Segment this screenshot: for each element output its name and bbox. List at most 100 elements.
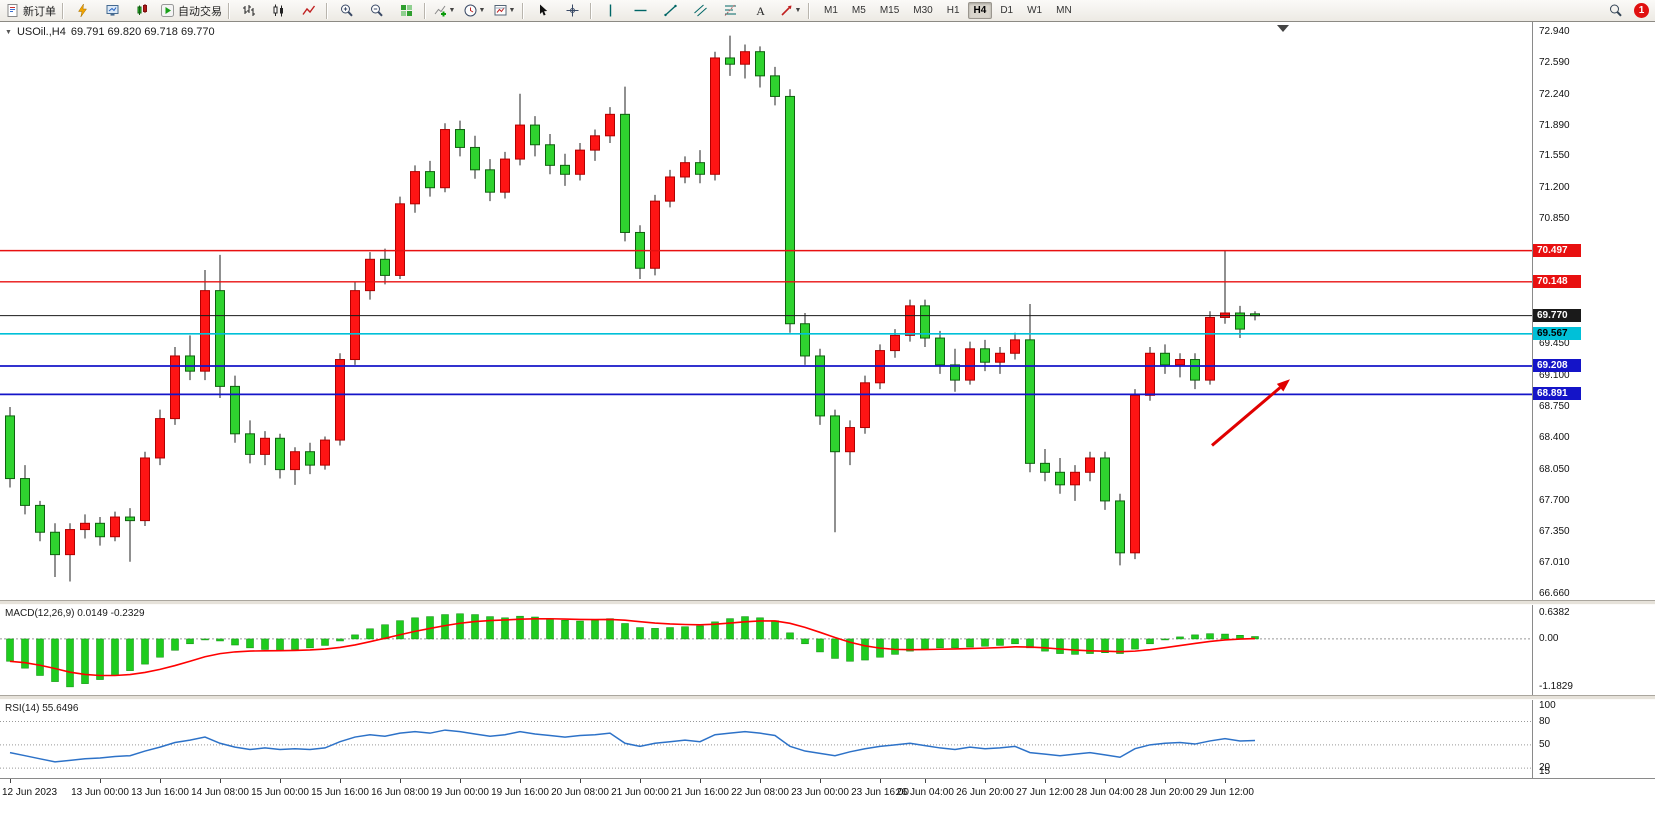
candle bbox=[200, 270, 210, 381]
candle bbox=[965, 341, 975, 385]
timeframe-d1[interactable]: D1 bbox=[1000, 5, 1014, 16]
timeframe-m1[interactable]: M1 bbox=[824, 5, 838, 16]
time-tick bbox=[220, 779, 221, 783]
cursor-button[interactable] bbox=[527, 0, 557, 22]
rsi-chart[interactable] bbox=[0, 700, 1532, 778]
search-button[interactable] bbox=[1600, 0, 1630, 22]
data-window-button[interactable] bbox=[97, 0, 127, 22]
macd-pane[interactable]: MACD(12,26,9) 0.0149 -0.2329 bbox=[0, 605, 1532, 695]
time-tick bbox=[985, 779, 986, 783]
macd-bar bbox=[711, 621, 719, 640]
candle bbox=[350, 281, 360, 365]
market-watch-button[interactable] bbox=[127, 0, 157, 22]
rsi-pane[interactable]: RSI(14) 55.6496 bbox=[0, 700, 1532, 778]
auto-trading-button[interactable]: 自动交易 bbox=[157, 0, 225, 22]
new-order-button[interactable]: 新订单 bbox=[2, 0, 59, 22]
pane-separator[interactable] bbox=[0, 695, 1655, 700]
rsi-axis[interactable]: 100 80 50 20 15 bbox=[1532, 700, 1655, 778]
macd-bar bbox=[696, 625, 704, 640]
arrow-annotation[interactable] bbox=[1211, 379, 1290, 447]
line-chart-button[interactable] bbox=[293, 0, 323, 22]
macd-bar bbox=[51, 638, 59, 682]
price-axis-label: 69.100 bbox=[1539, 369, 1570, 381]
candlestick-chart-button[interactable] bbox=[263, 0, 293, 22]
tile-windows-button[interactable] bbox=[391, 0, 421, 22]
macd-bar bbox=[1146, 638, 1154, 645]
timeframe-h1[interactable]: H1 bbox=[946, 5, 960, 16]
crosshair-button[interactable] bbox=[557, 0, 587, 22]
time-tick bbox=[400, 779, 401, 783]
candle bbox=[455, 120, 465, 157]
horizontal-line-button[interactable] bbox=[625, 0, 655, 22]
time-axis[interactable]: 12 Jun 2023 13 Jun 00:00 13 Jun 16:00 14 Ju… bbox=[0, 778, 1532, 805]
timeframe-h4[interactable]: H4 bbox=[967, 2, 993, 19]
candle bbox=[545, 134, 555, 175]
equidistant-channel-icon bbox=[693, 4, 707, 17]
candle bbox=[830, 409, 840, 533]
timeframe-mn[interactable]: MN bbox=[1056, 5, 1072, 16]
candle bbox=[845, 420, 855, 466]
macd-axis[interactable]: 0.6382 0.00 -1.1829 bbox=[1532, 605, 1655, 695]
candle bbox=[1025, 304, 1035, 473]
time-tick bbox=[1045, 779, 1046, 783]
macd-bar bbox=[1116, 638, 1124, 654]
timeframe-w1[interactable]: W1 bbox=[1027, 5, 1043, 16]
macd-bar bbox=[636, 627, 644, 640]
toolbar-separator bbox=[326, 2, 328, 19]
candle bbox=[335, 353, 345, 446]
metaeditor-button[interactable] bbox=[67, 0, 97, 22]
new-order-label: 新订单 bbox=[23, 5, 56, 18]
candle bbox=[1040, 449, 1050, 482]
notification-badge[interactable]: 1 bbox=[1634, 3, 1649, 18]
macd-chart[interactable] bbox=[0, 605, 1532, 695]
bars-chart-icon bbox=[242, 5, 255, 16]
candle bbox=[1145, 347, 1155, 401]
price-axis[interactable]: 72.940 72.590 72.240 71.890 71.550 71.200 70.8… bbox=[1532, 22, 1655, 600]
chart-shift-marker[interactable] bbox=[1277, 25, 1289, 32]
zoom-out-button[interactable] bbox=[361, 0, 391, 22]
arrows-icon bbox=[780, 5, 792, 16]
candle bbox=[5, 406, 15, 488]
price-tag-68.891: 68.891 bbox=[1533, 387, 1581, 401]
indicators-button[interactable]: ▼ bbox=[429, 0, 459, 22]
equidistant-channel-button[interactable] bbox=[685, 0, 715, 22]
candlestick-chart-icon bbox=[273, 4, 283, 17]
zoom-in-button[interactable] bbox=[331, 0, 361, 22]
macd-bar bbox=[186, 638, 194, 645]
macd-bar bbox=[291, 638, 299, 650]
time-tick bbox=[880, 779, 881, 783]
pane-separator[interactable] bbox=[0, 600, 1655, 605]
one-click-trading-expander[interactable]: ▼ bbox=[5, 28, 12, 36]
candle bbox=[1115, 493, 1125, 566]
new-order-doc-icon bbox=[7, 4, 18, 17]
time-axis-label: 28 Jun 20:00 bbox=[1136, 787, 1194, 798]
text-label-button[interactable]: A bbox=[745, 0, 775, 22]
fibonacci-button[interactable] bbox=[715, 0, 745, 22]
time-axis-label: 23 Jun 00:00 bbox=[791, 787, 849, 798]
macd-bar bbox=[996, 638, 1004, 646]
candle bbox=[1190, 353, 1200, 390]
time-axis-label: 27 Jun 12:00 bbox=[1016, 787, 1074, 798]
timeframe-m15[interactable]: M15 bbox=[879, 5, 900, 16]
time-axis-label: 15 Jun 00:00 bbox=[251, 787, 309, 798]
arrows-button[interactable]: ▼ bbox=[775, 0, 805, 22]
time-axis-corner bbox=[1532, 778, 1655, 804]
candle bbox=[95, 517, 105, 546]
templates-button[interactable]: ▼ bbox=[489, 0, 519, 22]
macd-bar bbox=[126, 638, 134, 671]
timeframe-m5[interactable]: M5 bbox=[851, 5, 866, 16]
price-axis-label: 67.700 bbox=[1539, 494, 1570, 506]
bars-chart-button[interactable] bbox=[233, 0, 263, 22]
vertical-line-button[interactable] bbox=[595, 0, 625, 22]
candlestick-chart[interactable] bbox=[0, 22, 1532, 600]
timeframe-m30[interactable]: M30 bbox=[913, 5, 933, 16]
main-chart-plot[interactable]: ▼ USOil.,H4 69.791 69.820 69.718 69.770 bbox=[0, 22, 1532, 600]
candle bbox=[590, 129, 600, 161]
trendline-button[interactable] bbox=[655, 0, 685, 22]
time-tick bbox=[925, 779, 926, 783]
candle bbox=[815, 348, 825, 425]
macd-bar bbox=[1191, 634, 1199, 640]
periods-button[interactable]: ▼ bbox=[459, 0, 489, 22]
candle bbox=[185, 335, 195, 381]
candle bbox=[1235, 305, 1245, 339]
